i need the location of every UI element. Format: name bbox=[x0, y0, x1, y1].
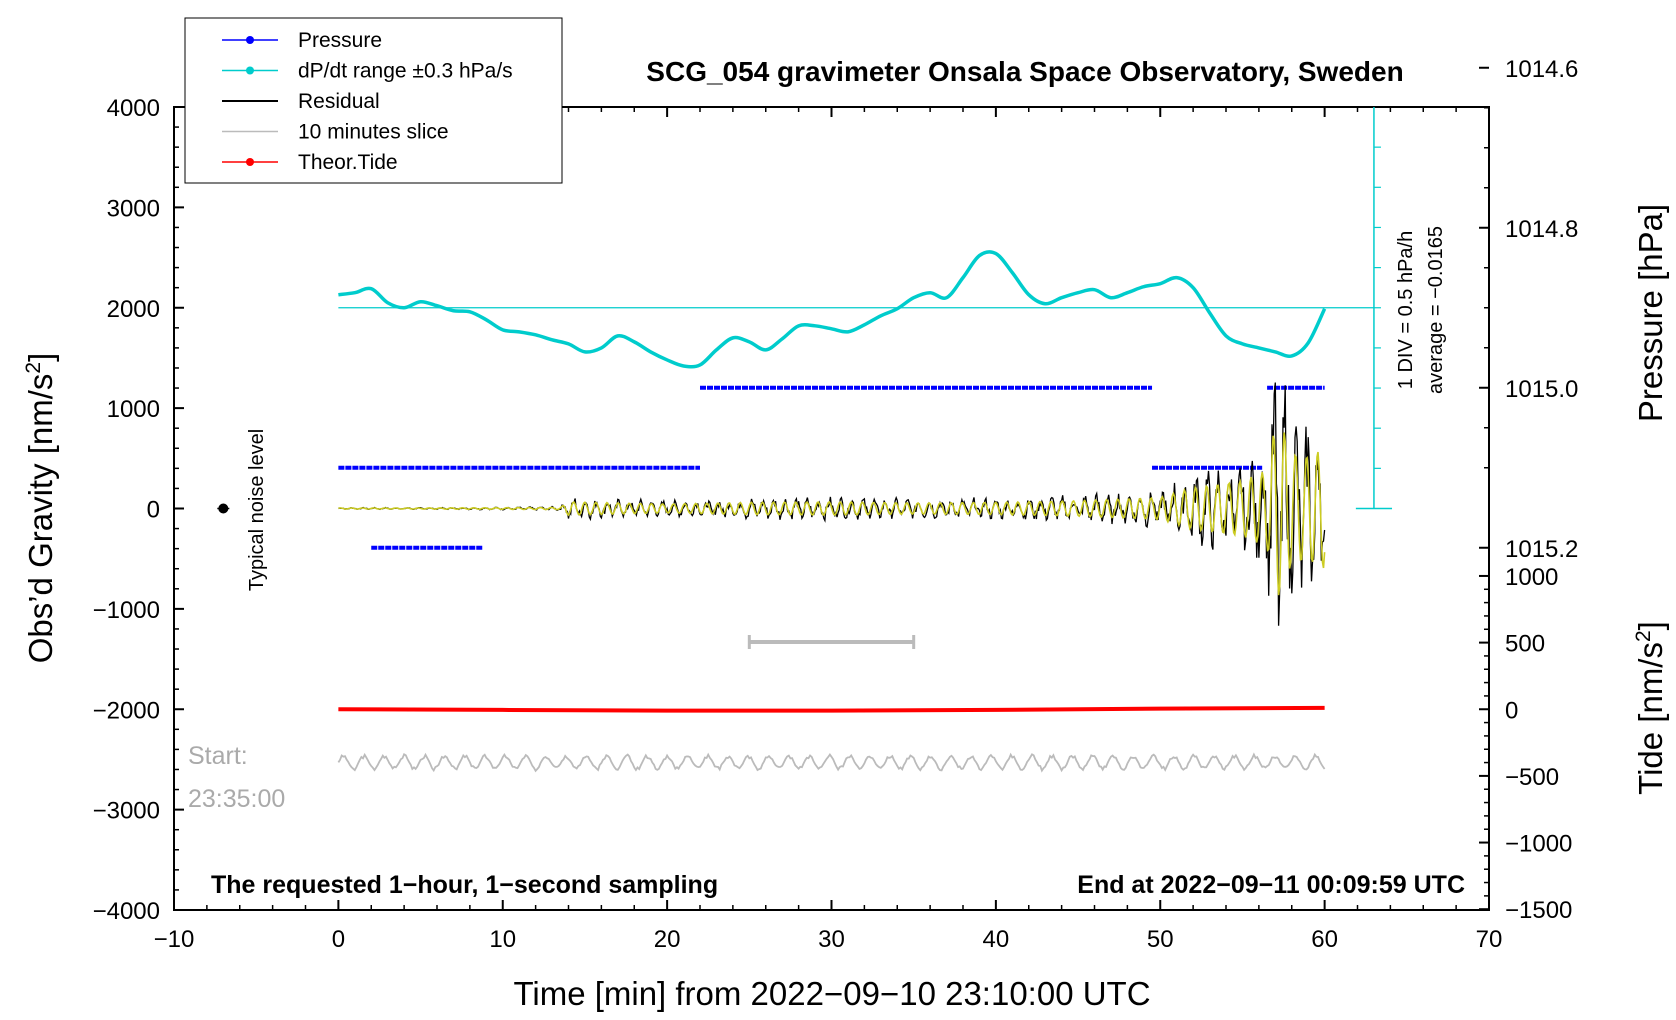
y-left-tick-label: −2000 bbox=[93, 697, 160, 724]
y-left-tick-label: 2000 bbox=[107, 296, 160, 323]
noise-point bbox=[218, 503, 229, 514]
legend-swatch-dot bbox=[246, 36, 254, 44]
x-tick-label: 40 bbox=[983, 926, 1010, 953]
tide-tick-label: 0 bbox=[1505, 697, 1518, 724]
x-tick-label: 70 bbox=[1476, 926, 1503, 953]
pressure-tick-labels: 1015.2 1015.0 1014.8 1014.6 bbox=[1505, 56, 1578, 563]
start-label: Start: bbox=[188, 742, 248, 770]
y-left-tick-label: 4000 bbox=[107, 95, 160, 122]
noise-label: Typical noise level bbox=[246, 429, 268, 591]
tick-marks bbox=[173, 66, 1490, 911]
pressure-tick-label: 1015.0 bbox=[1505, 376, 1578, 403]
noise-label-group: Typical noise level bbox=[246, 429, 268, 591]
legend-swatch-dot bbox=[246, 66, 254, 75]
pressure-tick-label: 1015.2 bbox=[1505, 536, 1578, 563]
x-axis-label: Time [min] from 2022−09−10 23:10:00 UTC bbox=[513, 975, 1150, 1012]
y-left-tick-labels: 4000 3000 2000 1000 0 −1000 −2000 −3000 −4000 bbox=[93, 95, 160, 925]
x-tick-label: 50 bbox=[1147, 926, 1174, 953]
x-tick-label: 30 bbox=[818, 926, 845, 953]
tide-tick-label: 500 bbox=[1505, 631, 1545, 658]
x-tick-label: 10 bbox=[489, 926, 516, 953]
x-tick-label: 0 bbox=[332, 926, 345, 953]
y-left-tick-label: −3000 bbox=[93, 798, 160, 825]
start-time: 23:35:00 bbox=[188, 785, 285, 813]
tide-tick-label: −500 bbox=[1505, 764, 1559, 791]
pressure-axis-label: Pressure [hPa] bbox=[1632, 204, 1669, 422]
tide-axis-label: Tide [nm/s2] bbox=[1632, 621, 1669, 795]
tide-series-line bbox=[338, 705, 1325, 713]
tide-axis-label-group: Tide [nm/s2] bbox=[1632, 621, 1669, 795]
y-left-axis-label: Obs’d Gravity [nm/s2] bbox=[22, 353, 59, 664]
legend: Pressure dP/dt range ±0.3 hPa/s Residual 10… bbox=[222, 29, 513, 174]
tide-tick-label: −1500 bbox=[1505, 897, 1572, 924]
x-tick-label: 20 bbox=[654, 926, 681, 953]
legend-label: 10 minutes slice bbox=[298, 121, 449, 144]
average-label-group: average = −0.0165 bbox=[1425, 226, 1447, 394]
x-tick-label: 60 bbox=[1311, 926, 1338, 953]
pressure-axis-label-group: Pressure [hPa] bbox=[1632, 204, 1669, 422]
x-tick-labels: −10 0 10 20 30 40 50 60 70 bbox=[154, 926, 1503, 953]
pressure-tick-label: 1014.6 bbox=[1505, 56, 1578, 83]
slice-series-line bbox=[337, 752, 1326, 773]
legend-label: Theor.Tide bbox=[298, 151, 398, 174]
residual-filtered-line bbox=[338, 432, 1326, 596]
dpdt-series-line bbox=[338, 250, 1327, 369]
legend-label: Residual bbox=[298, 90, 380, 113]
tide-tick-labels: 1000 500 0 −500 −1000 −1500 bbox=[1505, 564, 1572, 924]
bottom-right-note: End at 2022−09−11 00:09:59 UTC bbox=[1077, 871, 1465, 899]
residual-series-line bbox=[338, 382, 1326, 626]
legend-swatch-dot bbox=[246, 158, 254, 166]
y-left-tick-label: −4000 bbox=[93, 898, 160, 925]
y-left-axis-label-group: Obs’d Gravity [nm/s2] bbox=[22, 353, 59, 664]
div-label: 1 DIV = 0.5 hPa/h bbox=[1395, 231, 1417, 389]
legend-label: dP/dt range ±0.3 hPa/s bbox=[298, 60, 513, 83]
y-left-tick-label: 3000 bbox=[107, 195, 160, 222]
bottom-left-note: The requested 1−hour, 1−second sampling bbox=[211, 871, 718, 899]
tide-tick-label: 1000 bbox=[1505, 564, 1558, 591]
div-label-group: 1 DIV = 0.5 hPa/h bbox=[1395, 231, 1417, 389]
y-left-tick-label: 0 bbox=[147, 497, 160, 524]
y-left-tick-label: 1000 bbox=[107, 396, 160, 423]
tide-tick-label: −1000 bbox=[1505, 831, 1572, 858]
legend-label: Pressure bbox=[298, 29, 382, 52]
chart-title: SCG_054 gravimeter Onsala Space Observat… bbox=[646, 56, 1403, 87]
x-tick-label: −10 bbox=[154, 926, 195, 953]
pressure-tick-label: 1014.8 bbox=[1505, 216, 1578, 243]
series-layer bbox=[217, 107, 1393, 773]
average-label: average = −0.0165 bbox=[1425, 226, 1447, 394]
y-left-tick-label: −1000 bbox=[93, 597, 160, 624]
